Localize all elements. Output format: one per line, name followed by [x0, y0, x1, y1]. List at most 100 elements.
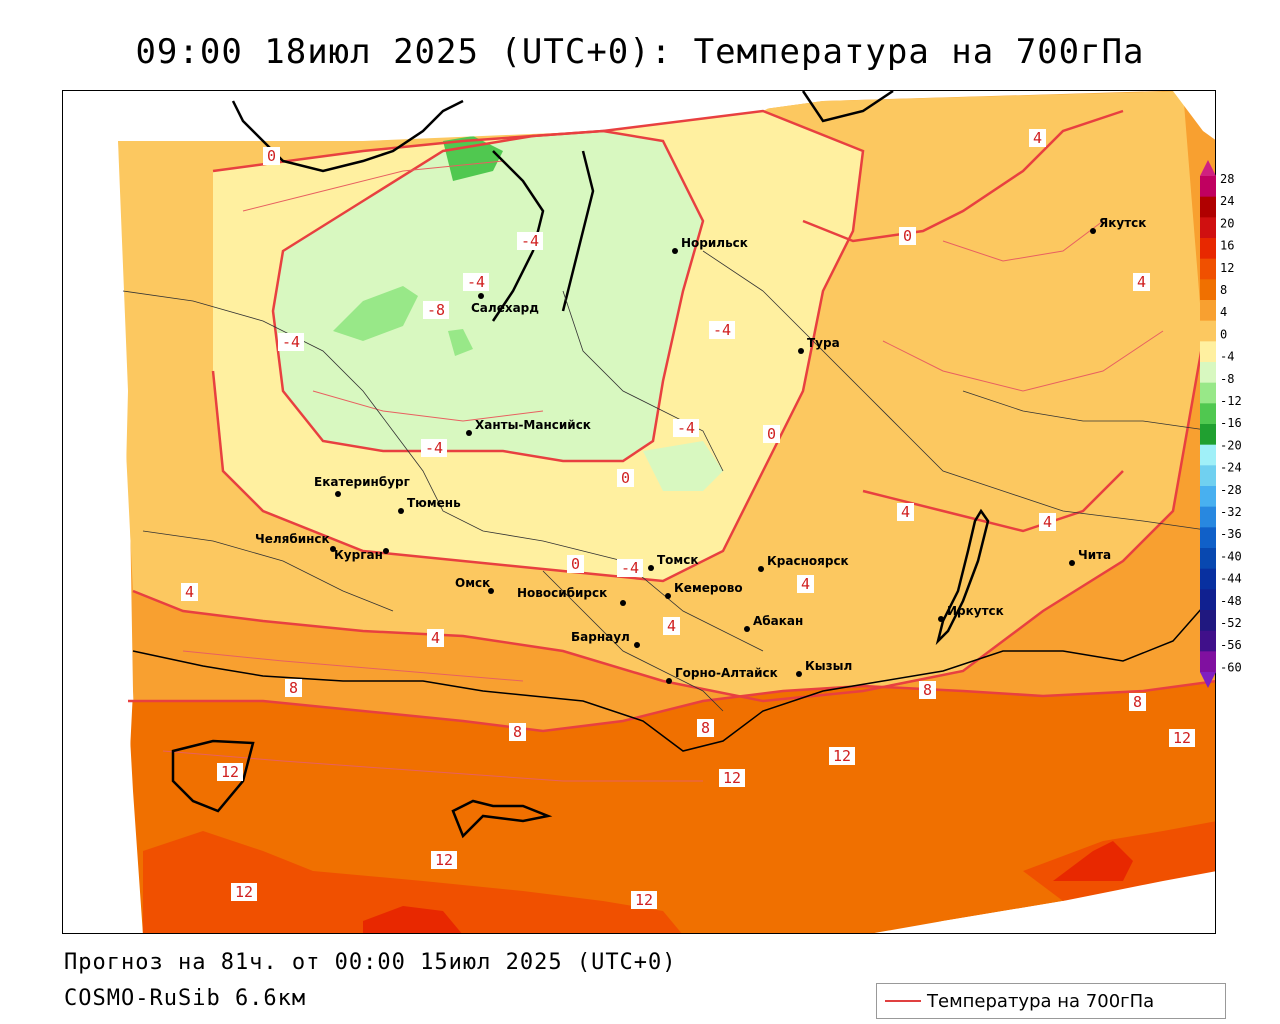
colorbar-block [1200, 610, 1216, 632]
city-dot [798, 348, 804, 354]
field-minus4-east [643, 441, 723, 491]
city-label: Барнаул [571, 630, 630, 644]
colorbar-block [1200, 341, 1216, 363]
city-label: Горно-Алтайск [675, 666, 778, 680]
isoline-label: -4 [677, 419, 695, 437]
field-12 [128, 681, 1215, 933]
temperature-map: Норильск Якутск Салехард Тура Ханты-Мансийск… [63, 91, 1215, 933]
city-label: Тюмень [407, 496, 461, 510]
coastline-kara [231, 99, 464, 173]
field-minus8-small [448, 329, 473, 356]
isoline-label-box [763, 425, 780, 443]
city-label: Кемерово [674, 581, 743, 595]
isoline-label: 8 [1133, 693, 1142, 711]
isoline-label-box [797, 575, 814, 593]
isotherm-4 [132, 340, 1205, 703]
colorbar-tick-label: 20 [1220, 216, 1234, 230]
isoline-label: 12 [833, 747, 851, 765]
colorbar-block [1200, 279, 1216, 301]
city-label: Якутск [1099, 216, 1146, 230]
isoline-label: -4 [621, 559, 639, 577]
isoline-label-box [663, 617, 680, 635]
city-dot [796, 671, 802, 677]
city-label: Курган [334, 548, 383, 562]
colorbar-block [1200, 568, 1216, 590]
city-label: Абакан [753, 614, 803, 628]
isoline-label-box [278, 333, 304, 351]
coastline-gydan [561, 150, 595, 312]
colorbar-block [1200, 651, 1216, 673]
colorbar-block [1200, 444, 1216, 466]
isoline-label: 0 [903, 227, 912, 245]
isoline-label-box [897, 503, 914, 521]
city-label: Омск [455, 576, 490, 590]
isoline-label-box [517, 232, 543, 250]
colorbar-tick-label: -24 [1220, 461, 1242, 475]
isoline-label-box [673, 419, 699, 437]
isoline-label-box [181, 583, 198, 601]
isoline-label: -4 [467, 273, 485, 291]
colorbar-block [1200, 465, 1216, 487]
isoline-label-box [719, 769, 745, 787]
colorbar-tick-label: -32 [1220, 505, 1242, 519]
outside-domain-se [891, 871, 1215, 933]
city-dot [335, 491, 341, 497]
isoline-label: 4 [1043, 513, 1052, 531]
colorbar-block [1200, 238, 1216, 260]
isoline-label: 4 [431, 629, 440, 647]
legend: Температура на 700гПа [876, 983, 1226, 1019]
colorbar-tick-label: -36 [1220, 527, 1242, 541]
isoline-label: 12 [1173, 729, 1191, 747]
lake-baikal [935, 508, 990, 646]
city-dot [330, 546, 336, 552]
colorbar-tick-label: -56 [1220, 638, 1242, 652]
isoline-label: -4 [425, 439, 443, 457]
isoline-label-box [617, 559, 643, 577]
isoline-label: 12 [435, 851, 453, 869]
city-label: Иркутск [947, 604, 1004, 618]
colorbar-block [1200, 589, 1216, 611]
city-dot [758, 566, 764, 572]
model-name: COSMO-RuSib 6.6км [64, 986, 307, 1011]
city-dot [634, 642, 640, 648]
city-dot [665, 593, 671, 599]
admin-borders [122, 250, 1214, 712]
colorbar-tick-label: 16 [1220, 239, 1234, 253]
colorbar-tick-label: -8 [1220, 372, 1234, 386]
isoline-label: 4 [667, 617, 676, 635]
thin-contours [162, 160, 1164, 782]
isoline-label: 4 [801, 575, 810, 593]
isoline-label-box [463, 273, 489, 291]
isoline-label-box [899, 227, 916, 245]
colorbar: 28 24 20 16 12 8 4 0 -4 -8 -12 -16 -20 -24 -28 -32 -36 -4… [1200, 160, 1242, 688]
colorbar-tick-label: -4 [1220, 350, 1234, 364]
caspian-sea [171, 739, 255, 813]
isoline-label-box [431, 851, 457, 869]
city-dot [383, 548, 389, 554]
isoline-label: 4 [185, 583, 194, 601]
isoline-label: 12 [635, 891, 653, 909]
colorbar-block [1200, 506, 1216, 528]
isoline-label: 12 [235, 883, 253, 901]
city-dot [744, 626, 750, 632]
colorbar-block [1200, 258, 1216, 280]
isoline-label-box [617, 469, 634, 487]
colorbar-tick-label: 28 [1220, 172, 1234, 186]
field-16 [143, 831, 682, 933]
isoline-label-box [709, 321, 735, 339]
colorbar-block [1200, 217, 1216, 239]
colorbar-block [1200, 630, 1216, 652]
colorbar-tick-label: -52 [1220, 616, 1242, 630]
isoline-label: -4 [713, 321, 731, 339]
isoline-label-box [1133, 273, 1150, 291]
field-minus8 [333, 286, 418, 341]
city-dot [398, 508, 404, 514]
isoline-labels: 0 4 -4 -8 -4 -4 -4 -4 -4 0 0 0 4 4 4 4 4 4 4 8 8 8 8 8 12 12 12 12 1… [181, 129, 1195, 909]
colorbar-block [1200, 424, 1216, 446]
isoline-label: 4 [901, 503, 910, 521]
colorbar-block [1200, 486, 1216, 508]
colorbar-tick-label: -48 [1220, 594, 1242, 608]
colorbar-arrow-bottom [1200, 672, 1216, 688]
colorbar-tick-label: -12 [1220, 394, 1242, 408]
outside-domain-ne [1173, 91, 1215, 140]
